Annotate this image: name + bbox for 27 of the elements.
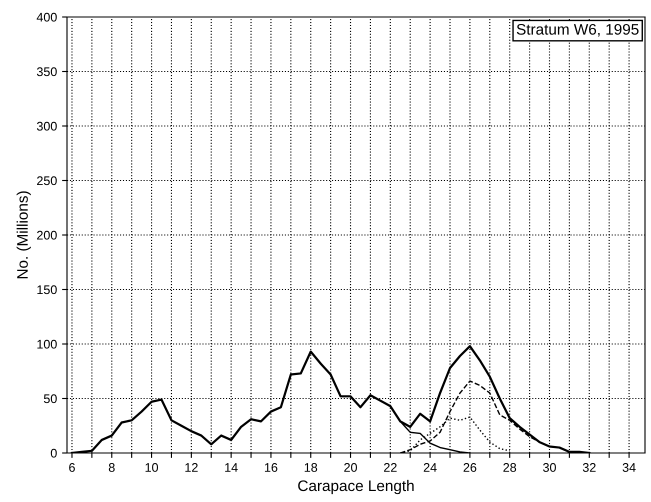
x-tick-label: 26: [464, 463, 476, 472]
x-tick-label: 12: [185, 463, 198, 472]
x-tick-label: 34: [622, 463, 636, 472]
x-tick-label: 8: [108, 463, 115, 472]
y-tick-label: 0: [50, 448, 57, 458]
annotation: Stratum W6, 1995: [516, 24, 639, 37]
x-tick-label: 30: [543, 463, 556, 472]
x-tick-label: 16: [264, 463, 278, 472]
y-tick-label: 100: [37, 340, 57, 349]
x-tick-label: 24: [424, 463, 437, 472]
y-tick-label: 50: [44, 394, 57, 404]
x-tick-label: 6: [69, 463, 75, 472]
y-tick-label: 250: [37, 176, 57, 186]
x-tick-label: 14: [225, 463, 238, 472]
x-tick-label: 18: [304, 463, 318, 472]
x-axis-title: Carapace Length: [298, 480, 414, 494]
y-tick-label: 300: [36, 122, 57, 131]
y-axis-title: No. (Millions): [16, 191, 31, 278]
x-tick-label: 28: [503, 463, 516, 472]
y-tick-label: 350: [36, 67, 57, 76]
y-tick-label: 150: [37, 285, 57, 294]
x-tick-label: 20: [344, 463, 357, 472]
y-tick-label: 400: [36, 12, 57, 22]
x-tick-label: 10: [146, 463, 158, 472]
x-tick-label: 32: [582, 463, 596, 472]
x-tick-label: 22: [384, 463, 397, 472]
y-tick-label: 200: [37, 230, 57, 240]
